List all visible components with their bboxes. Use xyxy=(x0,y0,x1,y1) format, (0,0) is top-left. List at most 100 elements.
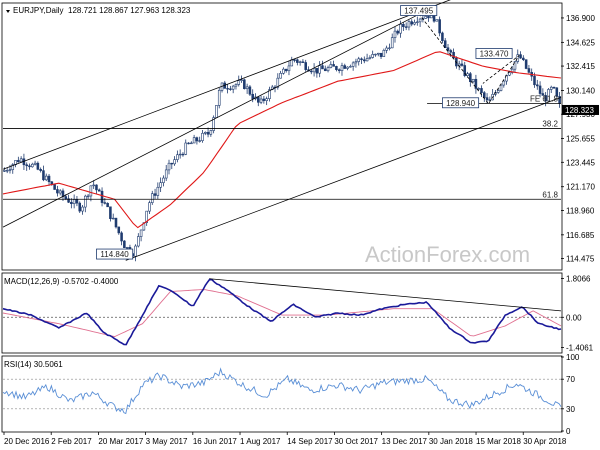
candle xyxy=(159,177,162,193)
candle xyxy=(173,156,176,166)
candle-body xyxy=(315,68,319,74)
candle-body xyxy=(42,170,45,181)
candle-body xyxy=(416,21,419,23)
candle xyxy=(365,53,369,62)
candle-body xyxy=(284,68,288,72)
candle xyxy=(510,66,514,75)
candle xyxy=(519,51,522,59)
candle-body xyxy=(496,90,500,93)
rsi-tick-label: 30 xyxy=(566,405,575,414)
candle-body xyxy=(552,86,556,89)
candle-body xyxy=(198,140,201,142)
candle-body xyxy=(441,32,444,42)
x-tick-label: 30 Apr 2018 xyxy=(523,437,567,446)
candle xyxy=(100,187,104,207)
price-label-text: 128.940 xyxy=(446,99,475,108)
candle-body xyxy=(287,65,291,72)
candle-body xyxy=(296,59,299,63)
candle-body xyxy=(229,88,232,90)
candle-body xyxy=(499,84,503,91)
candle-body xyxy=(11,164,15,170)
candle-body xyxy=(70,201,73,205)
candle xyxy=(393,26,397,43)
candle xyxy=(499,84,503,92)
price-label-box xyxy=(400,5,438,16)
candle xyxy=(371,50,374,59)
candle xyxy=(153,188,157,200)
candle-body xyxy=(217,90,221,106)
candle xyxy=(418,17,422,27)
candle-body xyxy=(47,175,51,183)
candle-body xyxy=(536,84,539,87)
candle xyxy=(527,65,531,74)
price-y-axis: 136.900134.625132.415130.140127.930125.6… xyxy=(561,14,599,264)
candle-body xyxy=(58,190,62,194)
candle-body xyxy=(150,193,154,203)
macd-y-axis: 1.8066 0.00 -1.4061 xyxy=(561,275,594,352)
ohlc-readout: 128.721 128.867 127.963 128.323 xyxy=(68,6,191,15)
candle-body xyxy=(549,86,553,90)
candle-body xyxy=(181,153,185,156)
candle-body xyxy=(452,51,455,59)
candle-body xyxy=(3,170,6,172)
candle-body xyxy=(298,61,302,63)
candle-body xyxy=(209,130,213,135)
candle-body xyxy=(201,132,204,141)
candle-body xyxy=(33,162,37,165)
candle xyxy=(36,161,40,171)
y-tick-label: 125.655 xyxy=(566,135,595,144)
candle xyxy=(262,96,266,104)
candle xyxy=(78,201,82,213)
fib-level-label: FE 61.8 xyxy=(530,94,559,103)
candle-body xyxy=(516,54,520,62)
price-panel-frame xyxy=(1,2,563,271)
candle-body xyxy=(268,89,271,99)
candle xyxy=(544,92,547,107)
candle xyxy=(42,165,45,182)
candle-body xyxy=(513,61,517,70)
candle xyxy=(536,79,539,90)
candle xyxy=(549,85,553,93)
candle xyxy=(427,16,430,22)
candle xyxy=(19,156,23,163)
candle-body xyxy=(279,72,282,79)
candle xyxy=(25,162,28,171)
dropdown-arrow-icon[interactable] xyxy=(6,10,10,13)
rsi-tick-label: 70 xyxy=(566,375,575,384)
candle-body xyxy=(234,84,238,87)
candle xyxy=(329,61,333,69)
candle-body xyxy=(446,47,450,51)
candle-body xyxy=(248,86,252,95)
candle-body xyxy=(524,59,528,69)
x-axis: 20 Dec 2016 2 Feb 2017 20 Mar 2017 3 May 20… xyxy=(3,432,567,446)
candle xyxy=(552,86,556,89)
candle-body xyxy=(39,169,42,171)
rsi-tick-label: 100 xyxy=(566,353,580,362)
candle xyxy=(360,57,363,64)
candle-body xyxy=(435,19,439,22)
candle-body xyxy=(117,226,121,234)
candle xyxy=(404,22,408,31)
candle-body xyxy=(404,26,408,28)
candle xyxy=(58,189,62,196)
candle xyxy=(187,142,190,145)
candle xyxy=(145,210,148,226)
candle xyxy=(435,19,439,22)
candle-body xyxy=(84,195,87,208)
candle xyxy=(315,68,319,78)
candle-body xyxy=(463,65,467,76)
watermark: ActionForex.com xyxy=(365,242,530,267)
candle-body xyxy=(368,57,372,59)
candle xyxy=(287,60,291,76)
rsi-y-axis: 100 70 30 0 xyxy=(561,353,580,436)
price-panel: FE 61.8 38.2 61.8 137.495 133.470 128.940 114.… xyxy=(1,0,563,271)
macd-tick-label: 1.8066 xyxy=(566,275,591,284)
candle-body xyxy=(390,37,394,49)
candle xyxy=(441,31,444,44)
candle-body xyxy=(262,98,266,101)
y-tick-label: 121.170 xyxy=(566,183,595,192)
channel-line xyxy=(2,15,417,228)
candle-body xyxy=(508,72,511,76)
candle xyxy=(44,173,48,182)
candle xyxy=(413,19,416,26)
